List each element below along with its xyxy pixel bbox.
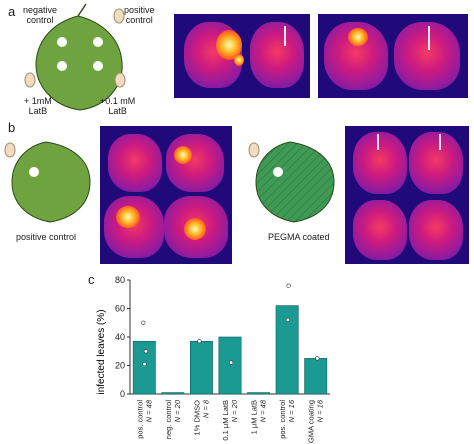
panel-b-leaf-pegma: [244, 128, 344, 228]
bar: [305, 358, 327, 394]
spore-icon: [115, 73, 125, 87]
spore-icon: [5, 143, 15, 157]
data-point: [143, 362, 147, 366]
x-tick-n-label: N = 48: [144, 399, 153, 422]
wound-pos-control: [93, 37, 103, 47]
x-tick-n-label: N = 8: [201, 399, 210, 418]
label-negative-control: negative control: [23, 5, 57, 25]
x-tick-label: pos. control: [135, 400, 144, 439]
leaf-petiole: [78, 4, 86, 16]
spore-icon: [25, 73, 35, 87]
x-tick-n-label: N = 16: [316, 399, 325, 422]
x-tick-n-label: N = 48: [259, 399, 268, 422]
x-tick-n-label: N = 20: [173, 399, 182, 422]
x-tick-label: 1 μM LatB: [250, 400, 259, 434]
y-axis-label: infected leaves (%): [96, 309, 107, 394]
x-tick-label: 1% DMSO: [192, 400, 201, 436]
data-point: [286, 318, 290, 322]
spore-icon: [249, 143, 259, 157]
label-positive-control: positive control: [124, 5, 155, 25]
data-point: [142, 321, 146, 325]
leaf-shape: [256, 142, 334, 222]
wound-latb-1mm: [57, 61, 67, 71]
data-point: [144, 349, 148, 353]
x-tick-label: 0.1 μM LatB: [221, 400, 230, 441]
caption-positive-control: positive control: [16, 232, 76, 242]
spore-icon: [114, 9, 124, 23]
x-tick-label: neg. control: [164, 400, 173, 440]
thermal-image-a1: [174, 14, 310, 98]
y-tick-label: 60: [115, 304, 125, 314]
panel-b-leaf-positive: [0, 128, 100, 228]
bar: [219, 337, 241, 394]
y-tick-label: 20: [115, 361, 125, 371]
x-tick-label: pos. control: [278, 400, 287, 439]
leaf-shape: [12, 142, 90, 222]
x-tick-n-label: N = 20: [230, 399, 239, 422]
data-point: [198, 339, 202, 343]
wound-latb-01mm: [93, 61, 103, 71]
bar: [190, 341, 212, 394]
bar: [247, 393, 269, 394]
caption-pegma-coated: PEGMA coated: [268, 232, 330, 242]
y-tick-label: 80: [115, 275, 125, 285]
data-point: [316, 357, 320, 361]
label-latb-1mm: + 1mM LatB: [24, 96, 52, 116]
data-point: [287, 284, 291, 288]
x-tick-n-label: N = 16: [287, 399, 296, 422]
thermal-image-b2: [345, 126, 469, 264]
data-point: [229, 361, 233, 365]
label-latb-01mm: +0.1 mM LatB: [100, 96, 135, 116]
bar-chart: infected leaves (%) 0 20 40 60 80 pos. contr…: [0, 270, 474, 444]
y-tick-label: 0: [120, 389, 125, 399]
thermal-image-b1: [100, 126, 232, 264]
wound-neg-control: [57, 37, 67, 47]
x-tick-label: PEGMA coating: [307, 400, 316, 444]
wound-positive: [29, 167, 39, 177]
bar: [162, 393, 184, 394]
wound-pegma: [273, 167, 283, 177]
thermal-image-a2: [318, 14, 468, 98]
y-tick-label: 40: [115, 332, 125, 342]
bar: [133, 341, 155, 394]
